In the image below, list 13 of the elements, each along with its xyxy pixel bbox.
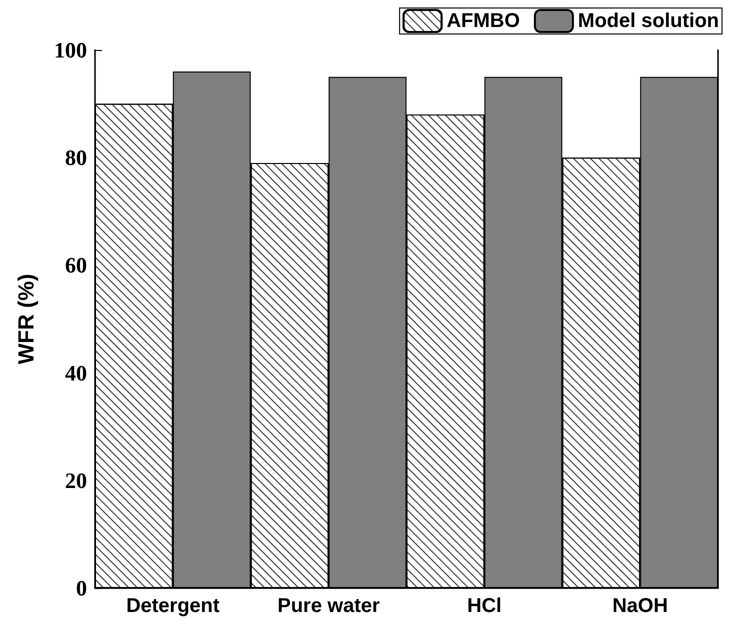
- y-tick-label: 80: [65, 145, 87, 170]
- y-tick-label: 0: [76, 576, 87, 600]
- legend-label: Model solution: [578, 10, 719, 32]
- x-tick-label: Detergent: [126, 595, 220, 617]
- x-tick-label: HCl: [467, 595, 502, 617]
- y-tick-label: 20: [65, 468, 87, 493]
- y-tick-label: 60: [65, 252, 87, 278]
- x-tick-label: NaOH: [612, 595, 668, 617]
- y-axis-title: WFR (%): [14, 274, 38, 364]
- y-tick-label: 100: [54, 38, 87, 62]
- legend-label: AFMBO: [446, 10, 520, 32]
- y-tick-label: 40: [65, 360, 87, 386]
- x-tick-label: Pure water: [277, 595, 380, 617]
